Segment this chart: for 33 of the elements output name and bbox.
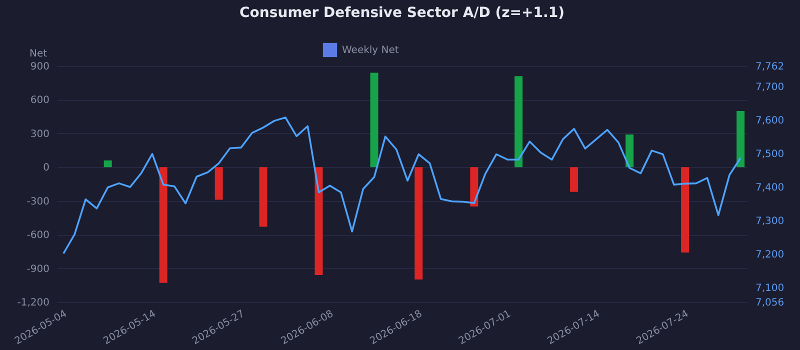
bar [626,134,634,168]
y2-tick-label: 7,700 [756,82,784,94]
bar [159,167,168,283]
y-tick-label: -600 [26,230,50,242]
bar [370,72,378,168]
chart-title: Consumer Defensive Sector A/D (z=+1.1) [240,5,564,21]
y2-tick-label: 7,200 [756,249,784,260]
y-tick-label: 0 [43,162,50,174]
bar [104,160,112,168]
bar [214,167,223,200]
y2-tick-label: 7,300 [756,216,784,227]
y-tick-label: 300 [30,128,50,140]
y-axis-title: Net [30,48,48,60]
y2-tick-label: 7,100 [756,282,784,294]
y-tick-label: 900 [30,62,50,72]
y-tick-label: -900 [26,264,50,275]
bar [681,167,690,253]
y2-tick-label: 7,762 [756,62,784,72]
bar [514,76,523,168]
y-tick-label: -300 [26,196,50,208]
y2-tick-label: 7,056 [756,298,784,308]
line-series [62,116,742,254]
y-tick-label: 600 [30,95,50,106]
bar [414,167,423,280]
y2-tick-label: 7,600 [756,116,784,127]
bar [736,110,745,168]
text: Weekly Net [342,45,399,56]
y-tick-label: -1,200 [17,298,50,308]
y2-tick-label: 7,400 [756,182,784,194]
bar [259,167,268,227]
y2-tick-label: 7,500 [756,149,784,160]
bar [470,167,478,206]
bar [570,167,578,192]
